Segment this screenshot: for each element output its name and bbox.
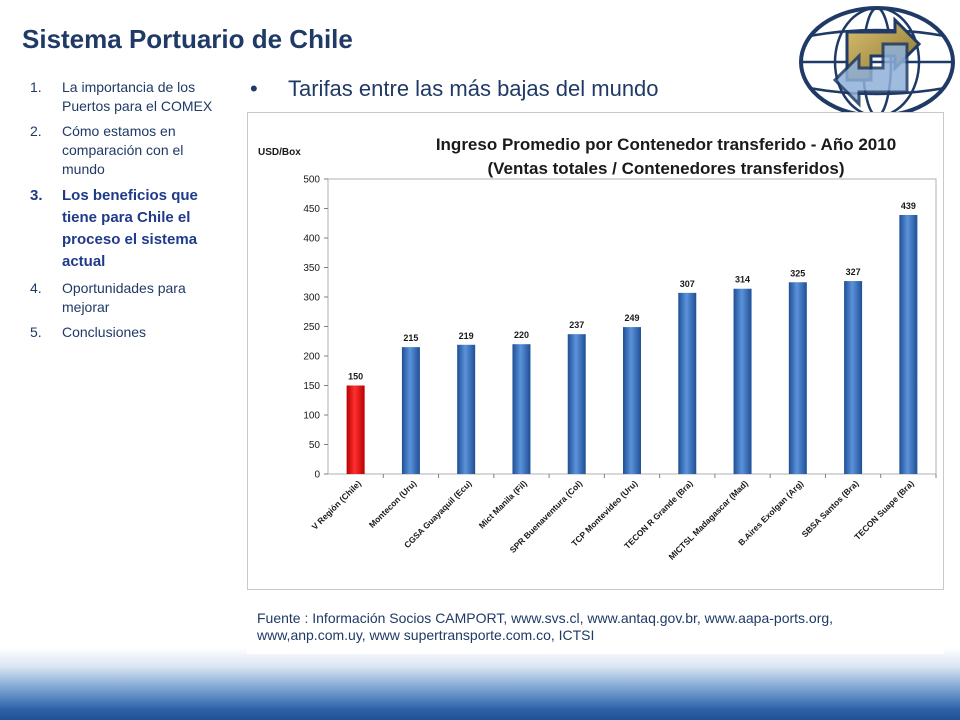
bullet-text: Tarifas entre las más bajas del mundo: [288, 76, 659, 101]
agenda-item-4: 4. Oportunidades para mejorar: [30, 279, 230, 317]
agenda-item-number: 2.: [30, 123, 42, 139]
agenda-item-number: 3.: [30, 187, 43, 204]
y-tick-label: 200: [303, 352, 320, 363]
data-label: 307: [680, 279, 695, 289]
bar: [733, 288, 752, 474]
source-note: Fuente : Información Socios CAMPORT, www…: [247, 608, 944, 654]
bar: [512, 344, 531, 474]
bar-highlight: [346, 385, 365, 474]
y-tick-label: 350: [303, 263, 320, 274]
agenda-item-label: Oportunidades para mejorar: [62, 280, 186, 315]
y-tick-label: 0: [314, 470, 320, 481]
bar-chart: Ingreso Promedio por Contenedor transfer…: [258, 135, 937, 562]
agenda-item-number: 5.: [30, 324, 42, 340]
data-label: 249: [624, 313, 639, 323]
agenda-item-number: 4.: [30, 280, 42, 296]
agenda-item-2: 2. Cómo estamos en comparación con el mun…: [30, 122, 230, 179]
agenda-item-label: Conclusiones: [62, 324, 147, 340]
y-tick-label: 100: [303, 411, 320, 422]
data-label: 220: [514, 330, 529, 340]
data-label: 219: [459, 331, 474, 341]
y-tick-label: 150: [303, 381, 320, 392]
x-tick-label: TECON Suape (Bra): [852, 478, 916, 542]
chart-title: Ingreso Promedio por Contenedor transfer…: [436, 135, 896, 154]
chart-container: Ingreso Promedio por Contenedor transfer…: [247, 112, 944, 590]
bottom-gradient-band: [0, 648, 960, 720]
x-tick-label: V Región (Chile): [310, 478, 364, 532]
bar: [678, 292, 697, 474]
data-label: 327: [846, 267, 861, 277]
bar: [401, 347, 420, 474]
agenda-item-1: 1. La importancia de los Puertos para el …: [30, 78, 230, 116]
agenda-item-number: 1.: [30, 79, 42, 95]
bar: [899, 214, 918, 474]
data-label: 325: [790, 268, 805, 278]
agenda-list: 1. La importancia de los Puertos para el …: [30, 78, 230, 348]
y-tick-label: 500: [303, 175, 320, 186]
y-tick-label: 400: [303, 234, 320, 245]
data-label: 237: [569, 320, 584, 330]
chart-subtitle: (Ventas totales / Contenedores transferi…: [487, 159, 844, 178]
agenda-item-label: Cómo estamos en comparación con el mundo: [62, 123, 184, 177]
bar: [457, 344, 476, 474]
x-tick-label: Mict Manila (Fil): [477, 478, 529, 530]
bullet-dot-icon: •: [250, 76, 258, 101]
y-tick-label: 300: [303, 293, 320, 304]
bar: [788, 282, 807, 474]
y-tick-label: 250: [303, 322, 320, 333]
bar: [623, 327, 641, 474]
bullet-point: • Tarifas entre las más bajas del mundo: [250, 76, 659, 102]
agenda-item-3: 3. Los beneficios que tiene para Chile el…: [30, 185, 230, 273]
camport-logo-icon: [799, 6, 955, 118]
data-label: 215: [403, 333, 418, 343]
y-tick-label: 450: [303, 204, 320, 215]
data-label: 314: [735, 275, 750, 285]
agenda-item-5: 5. Conclusiones: [30, 323, 230, 342]
x-tick-label: SBSA Santos (Bra): [800, 478, 861, 539]
agenda-item-label: La importancia de los Puertos para el CO…: [62, 79, 213, 114]
x-tick-label: Montecon (Uru): [367, 478, 419, 530]
agenda-item-label: Los beneficios que tiene para Chile el p…: [62, 187, 198, 270]
data-label: 150: [348, 372, 363, 382]
bar: [844, 281, 863, 474]
data-label: 439: [901, 201, 916, 211]
bar: [567, 334, 586, 474]
y-axis-label: USD/Box: [258, 147, 301, 158]
y-tick-label: 50: [309, 440, 321, 451]
slide-title: Sistema Portuario de Chile: [22, 24, 353, 54]
